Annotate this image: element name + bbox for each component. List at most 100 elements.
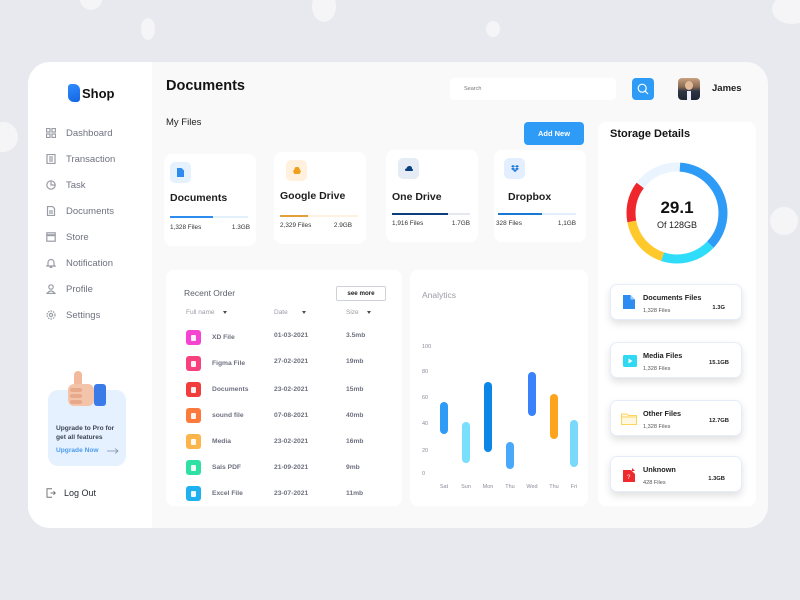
analytics-title: Analytics (422, 290, 457, 300)
storage-card-title: Documents Files (643, 293, 702, 302)
chart-bar-thu[interactable] (506, 442, 514, 469)
cloud-icon (404, 166, 413, 171)
logo-text: Shop (82, 85, 115, 101)
search-button[interactable] (632, 78, 654, 100)
storage-card-size: 1.3GB (708, 476, 725, 482)
column-header-size[interactable]: Size (346, 309, 371, 316)
file-card-dropbox[interactable]: Dropbox 328 Files 1,1GB (494, 150, 586, 242)
user-icon (46, 284, 56, 294)
logout-label: Log Out (64, 488, 97, 498)
sidebar-item-settings[interactable]: Settings (46, 302, 115, 328)
storage-used-value: 29.1 (660, 198, 694, 217)
file-card-name: Documents (170, 192, 228, 204)
x-tick: Sun (461, 484, 471, 490)
column-label: Size (346, 309, 359, 316)
chart-bar-fri[interactable] (570, 420, 578, 467)
user-name[interactable]: James (712, 83, 742, 94)
sidebar-item-transaction[interactable]: Transaction (46, 146, 115, 172)
x-tick: Thu (549, 484, 559, 490)
document-file-icon (186, 382, 201, 397)
column-label: Date (274, 309, 288, 316)
storage-card-media[interactable]: Media Files 1,328 Files 15.1GB (610, 342, 742, 378)
document-icon (623, 295, 635, 309)
add-new-button[interactable]: Add New (524, 122, 584, 145)
chart-bar-mon[interactable] (484, 382, 492, 452)
row-date: 23-02-2021 (274, 438, 309, 445)
sidebar-item-notification[interactable]: Notification (46, 250, 115, 276)
storage-title: Storage Details (610, 128, 691, 140)
table-row[interactable]: Sals PDF 21-09-2021 9mb (166, 458, 402, 478)
storage-card-unknown[interactable]: ? Unknown 428 Files 1.3GB (610, 456, 742, 492)
x-tick: Wed (526, 484, 538, 490)
row-size: 15mb (346, 386, 364, 393)
table-row[interactable]: XD File 01-03-2021 3.5mb (166, 328, 402, 348)
storage-card-title: Other Files (643, 409, 682, 418)
chart-bar-wed[interactable] (528, 372, 536, 416)
storage-card-title: Media Files (643, 351, 683, 360)
excel-file-icon (186, 486, 201, 501)
search-input[interactable] (450, 78, 616, 100)
table-row[interactable]: Figma File 27-02-2021 19mb (166, 354, 402, 374)
logout-button[interactable]: Log Out (46, 488, 96, 498)
sidebar-item-store[interactable]: Store (46, 224, 115, 250)
sidebar-item-label: Dashboard (66, 127, 113, 139)
see-more-button[interactable]: see more (336, 286, 386, 301)
sidebar-item-task[interactable]: Task (46, 172, 115, 198)
file-card-meta: 1,916 Files 1.7GB (392, 220, 470, 227)
grid-icon (46, 128, 56, 138)
chart-bar-sun[interactable] (462, 422, 470, 463)
row-date: 23-07-2021 (274, 490, 309, 497)
chart-bar-thu-2[interactable] (550, 394, 558, 439)
upgrade-now-link[interactable]: Upgrade Now (56, 447, 120, 454)
column-header-name[interactable]: Full name (186, 309, 227, 316)
row-name: Excel File (212, 490, 243, 497)
background-bubble (486, 21, 500, 37)
media-icon (623, 355, 637, 367)
avatar[interactable] (678, 78, 700, 100)
receipt-icon (46, 154, 56, 164)
file-count: 1,328 Files (170, 224, 202, 231)
storage-card-files: 1,328 Files (643, 424, 671, 430)
sidebar-item-label: Settings (66, 309, 101, 321)
sidebar-item-dashboard[interactable]: Dashboard (46, 120, 115, 146)
storage-card-other[interactable]: Other Files 1,328 Files 12.7GB (610, 400, 742, 436)
sidebar-item-label: Profile (66, 283, 93, 295)
column-header-date[interactable]: Date (274, 309, 306, 316)
document-icon (177, 168, 184, 177)
pdf-file-icon (186, 460, 201, 475)
table-row[interactable]: Documents 23-02-2021 15mb (166, 380, 402, 400)
row-name: Figma File (212, 360, 246, 367)
sidebar: Shop Dashboard Transaction Task Document… (28, 62, 152, 528)
unknown-file-icon: ? (623, 468, 635, 482)
storage-donut-chart (626, 162, 728, 264)
storage-card-files: 1,328 Files (643, 308, 671, 314)
table-row[interactable]: sound file 07-08-2021 40mb (166, 406, 402, 426)
file-card-meta: 2,329 Files 2.9GB (280, 222, 352, 229)
file-card-documents[interactable]: Documents 1,328 Files 1.3GB (164, 154, 256, 246)
media-file-icon (186, 434, 201, 449)
sidebar-item-documents[interactable]: Documents (46, 198, 115, 224)
file-card-google-drive[interactable]: Google Drive 2,329 Files 2.9GB (274, 152, 366, 244)
x-tick: Mon (482, 484, 494, 490)
background-bubble (141, 18, 155, 40)
file-count: 328 Files (496, 220, 522, 227)
sidebar-item-label: Transaction (66, 153, 116, 165)
file-card-one-drive[interactable]: One Drive 1,916 Files 1.7GB (386, 150, 478, 242)
storage-card-size: 15.1GB (709, 360, 729, 366)
upgrade-now-label: Upgrade Now (56, 447, 99, 454)
file-size: 2.9GB (333, 222, 352, 229)
row-size: 9mb (346, 464, 360, 471)
google-drive-icon (292, 167, 301, 174)
storage-card-documents[interactable]: Documents Files 1,328 Files 1.3G (610, 284, 742, 320)
y-tick: 80 (422, 369, 429, 375)
table-row[interactable]: Excel File 23-07-2021 11mb (166, 484, 402, 504)
promo-text: Upgrade to Pro for get all features (56, 425, 115, 441)
file-card-meta: 1,328 Files 1.3GB (170, 224, 250, 231)
table-row[interactable]: Media 23-02-2021 16mb (166, 432, 402, 452)
chart-bar-sat[interactable] (440, 402, 448, 434)
sidebar-item-profile[interactable]: Profile (46, 276, 115, 302)
logo[interactable]: Shop (68, 84, 115, 102)
logout-icon (46, 488, 56, 498)
recent-order-title: Recent Order (184, 288, 236, 298)
background-bubble (772, 0, 800, 24)
